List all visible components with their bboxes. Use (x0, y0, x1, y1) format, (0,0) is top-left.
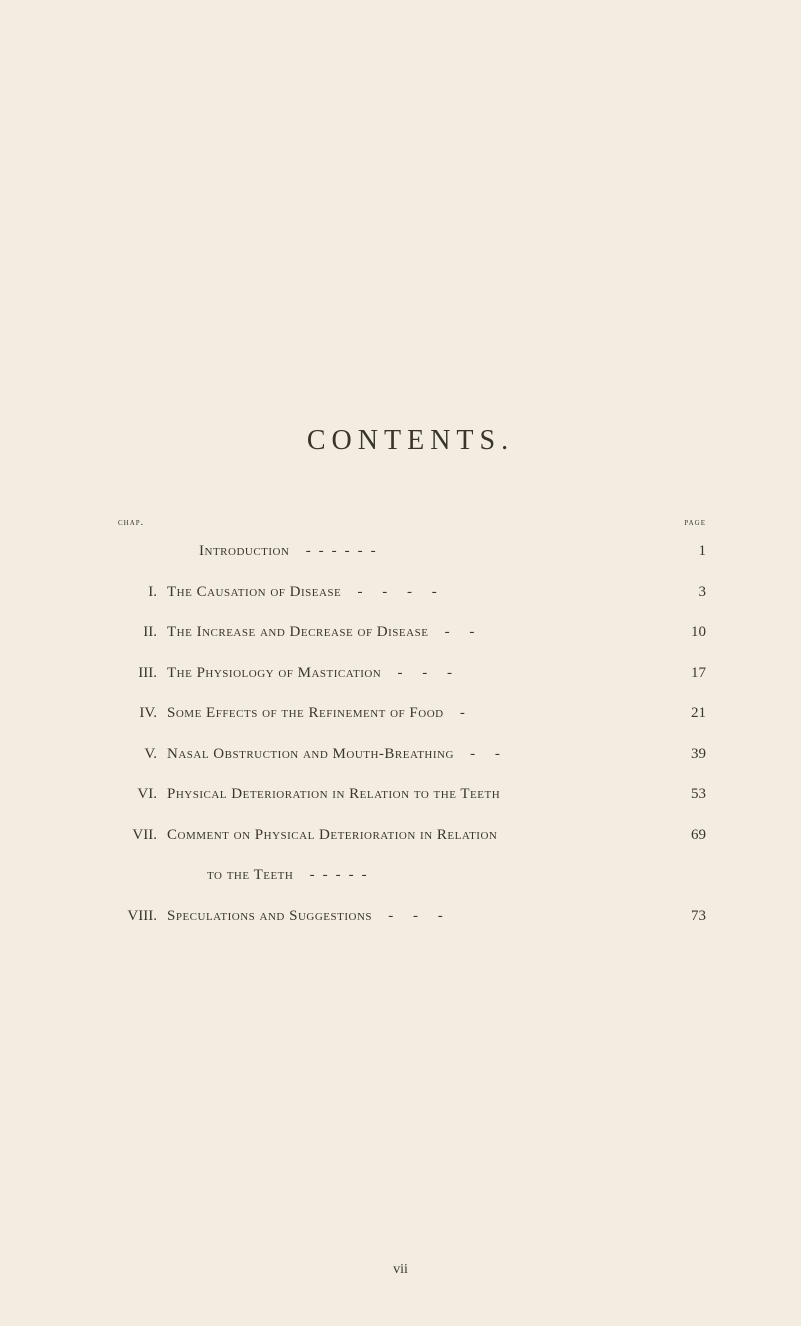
entry-title: Introduction ------ (167, 540, 661, 563)
entry-page: 3 (661, 581, 706, 604)
page-number: vii (0, 1262, 801, 1278)
page-header: page (684, 517, 706, 528)
entry-title-text: Introduction (199, 543, 289, 559)
toc-entry: I. The Causation of Disease - - - - 3 (115, 581, 706, 604)
entry-title-text: The Causation of Disease (167, 584, 341, 600)
entry-number: II. (115, 621, 167, 644)
leader-dots: ------ (294, 543, 384, 559)
toc-entry: VI. Physical Deterioration in Relation t… (115, 783, 706, 806)
entry-number: VI. (115, 783, 167, 806)
entry-number: III. (115, 662, 167, 685)
entry-title: Nasal Obstruction and Mouth-Breathing - … (167, 743, 661, 766)
entry-page: 39 (661, 743, 706, 766)
entry-title: The Causation of Disease - - - - (167, 581, 661, 604)
toc-entry: VII. Comment on Physical Deterioration i… (115, 824, 706, 887)
entry-title-text: The Increase and Decrease of Disease (167, 624, 428, 640)
leader-dots: - - - (386, 665, 461, 681)
entry-number: V. (115, 743, 167, 766)
entry-number: I. (115, 581, 167, 604)
entry-number: VIII. (115, 905, 167, 928)
entry-number: IV. (115, 702, 167, 725)
entry-title-text: Nasal Obstruction and Mouth-Breathing (167, 746, 454, 762)
leader-dots (500, 786, 512, 802)
entry-title-text: The Physiology of Mastication (167, 665, 381, 681)
leader-dots: - - (433, 624, 483, 640)
entry-page: 69 (661, 824, 706, 847)
toc-entry: VIII. Speculations and Suggestions - - -… (115, 905, 706, 928)
entry-title-text: Some Effects of the Refinement of Food (167, 705, 444, 721)
toc-entry: Introduction ------ 1 (115, 540, 706, 563)
entry-number: VII. (115, 824, 167, 847)
entry-title-text: Comment on Physical Deterioration in Rel… (167, 827, 497, 843)
entry-title: The Increase and Decrease of Disease - - (167, 621, 661, 644)
column-headers: chap. page (115, 517, 706, 528)
entry-page: 10 (661, 621, 706, 644)
entry-title: Comment on Physical Deterioration in Rel… (167, 824, 661, 887)
page-title: CONTENTS. (115, 425, 706, 457)
entry-page: 73 (661, 905, 706, 928)
entry-title: Some Effects of the Refinement of Food - (167, 702, 661, 725)
contents-page: CONTENTS. chap. page Introduction ------… (0, 0, 801, 1326)
entry-title: Speculations and Suggestions - - - (167, 905, 661, 928)
toc-entry: II. The Increase and Decrease of Disease… (115, 621, 706, 644)
entry-continuation: to the Teeth ----- (167, 864, 661, 887)
chap-header: chap. (115, 517, 144, 528)
entry-page: 21 (661, 702, 706, 725)
entry-page: 53 (661, 783, 706, 806)
entry-title: Physical Deterioration in Relation to th… (167, 783, 661, 806)
continuation-text: to the Teeth (207, 867, 293, 883)
leader-dots: - - (458, 746, 508, 762)
entry-page: 1 (661, 540, 706, 563)
toc-entry: III. The Physiology of Mastication - - -… (115, 662, 706, 685)
entry-title-text: Physical Deterioration in Relation to th… (167, 786, 500, 802)
leader-dots: - (448, 705, 473, 721)
entry-page: 17 (661, 662, 706, 685)
leader-dots: ----- (298, 867, 375, 883)
entry-title-text: Speculations and Suggestions (167, 908, 372, 924)
toc-entry: IV. Some Effects of the Refinement of Fo… (115, 702, 706, 725)
entry-title: The Physiology of Mastication - - - (167, 662, 661, 685)
leader-dots: - - - - (346, 584, 445, 600)
leader-dots: - - - (376, 908, 451, 924)
toc-entry: V. Nasal Obstruction and Mouth-Breathing… (115, 743, 706, 766)
